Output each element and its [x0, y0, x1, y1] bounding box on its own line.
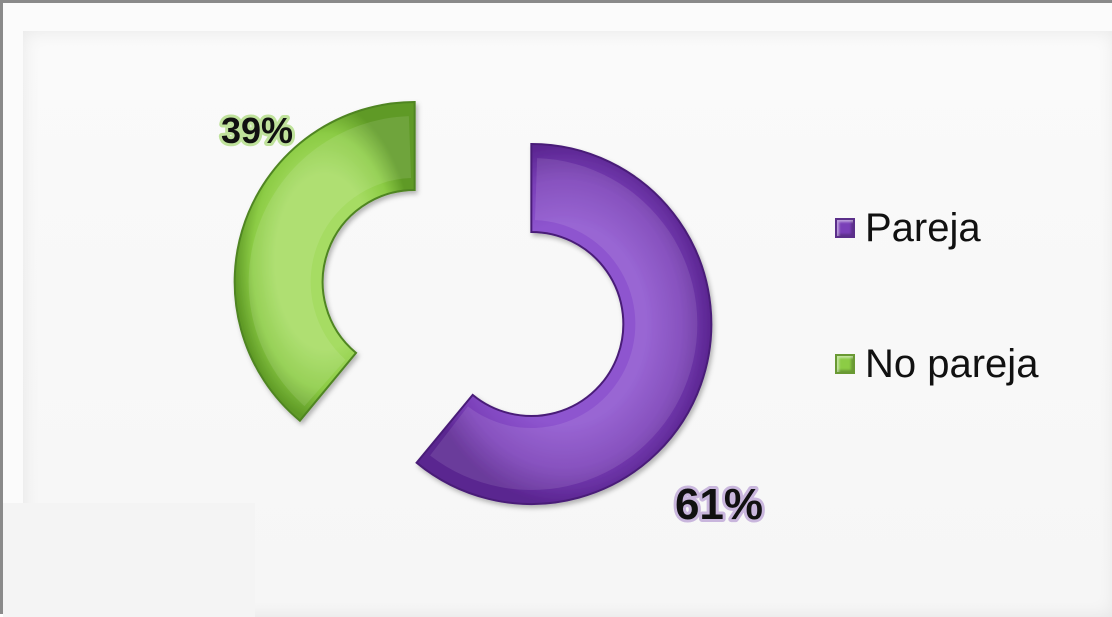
legend-label-no-pareja: No pareja	[865, 341, 1039, 386]
slice-highlight-pareja	[430, 158, 698, 491]
legend-label-pareja: Pareja	[865, 205, 981, 250]
legend-item-no-pareja: No pareja	[835, 339, 1105, 389]
slice-no-pareja	[233, 100, 416, 423]
data-label-no-pareja: 39%	[221, 110, 293, 151]
slice-pareja	[415, 143, 713, 505]
slice-highlight-no-pareja	[248, 116, 412, 407]
doughnut-chart: 61% 39%	[218, 100, 766, 532]
chart-legend: Pareja No pareja	[835, 203, 1105, 475]
legend-swatch-no-pareja	[835, 354, 855, 374]
background-panel	[3, 503, 255, 617]
data-label-pareja: 61%	[675, 480, 763, 529]
legend-item-pareja: Pareja	[835, 203, 1105, 253]
legend-swatch-pareja	[835, 218, 855, 238]
